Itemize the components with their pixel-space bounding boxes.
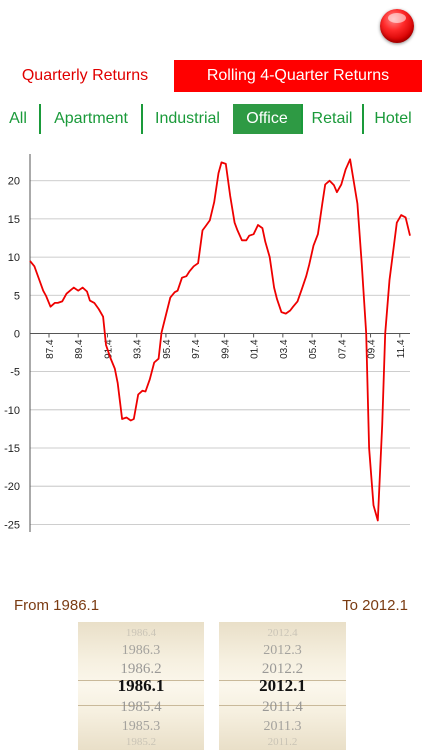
- sector-tabs: All Apartment Industrial Office Retail H…: [0, 104, 422, 134]
- tab-quarterly-returns[interactable]: Quarterly Returns: [0, 60, 170, 92]
- tab-all[interactable]: All: [9, 110, 27, 127]
- picker-row[interactable]: 2012.2: [261, 660, 304, 677]
- y-tick-label: 15: [8, 214, 20, 226]
- from-label: From 1986.1: [14, 597, 100, 614]
- picker-row[interactable]: 2011.2: [267, 735, 298, 748]
- x-tick-label: 11.4: [396, 339, 407, 358]
- y-tick-label: 0: [14, 328, 20, 340]
- x-tick-label: 93.4: [133, 339, 144, 359]
- picker-row[interactable]: 1986.2: [120, 660, 162, 677]
- x-tick-label: 07.4: [337, 339, 348, 359]
- y-tick-label: 20: [8, 176, 20, 188]
- returns-line-chart: 20 15 10 5 0 -5 -10 -15 -20 -25 87.4 89.4 91.4 93.4 95…: [4, 154, 411, 532]
- record-button[interactable]: [380, 9, 414, 43]
- picker-row[interactable]: 1986.4: [125, 626, 157, 639]
- tab-separator: [39, 104, 41, 134]
- picker-row[interactable]: 1986.3: [121, 643, 161, 658]
- x-tick-label: 05.4: [308, 339, 319, 359]
- y-tick-label: -20: [4, 481, 20, 493]
- picker-row[interactable]: 2011.4: [262, 698, 303, 715]
- picker-selection-bar: [78, 680, 204, 706]
- x-tick-label: 97.4: [191, 339, 202, 359]
- x-tick-label: 87.4: [45, 339, 56, 359]
- picker-row[interactable]: 2011.3: [263, 719, 302, 734]
- x-tick-label: 99.4: [220, 339, 231, 359]
- from-date-picker[interactable]: 1986.4 1986.3 1986.2 1986.1 1985.4 1985.3 1985…: [78, 622, 204, 750]
- series-line: [29, 158, 411, 522]
- x-tick-label: 91.4: [103, 339, 114, 359]
- picker-row[interactable]: 1985.3: [121, 719, 161, 734]
- x-tick-label: 95.4: [162, 339, 173, 359]
- y-tick-label: -10: [4, 405, 20, 417]
- y-tick-label: 5: [14, 290, 20, 302]
- to-date-picker[interactable]: 2012.4 2012.3 2012.2 2012.1 2011.4 2011.3 2011…: [219, 622, 346, 750]
- y-tick-label: -5: [10, 367, 20, 379]
- tab-separator: [141, 104, 143, 134]
- x-tick-label: 09.4: [367, 339, 378, 359]
- picker-row[interactable]: 2012.4: [267, 626, 298, 639]
- y-tick-label: -25: [4, 519, 20, 531]
- tab-hotel[interactable]: Hotel: [374, 110, 412, 127]
- tab-rolling-4-quarter-returns[interactable]: Rolling 4-Quarter Returns: [174, 60, 422, 92]
- x-tick-label: 01.4: [250, 339, 261, 359]
- tab-industrial[interactable]: Industrial: [155, 110, 220, 127]
- picker-row[interactable]: 1985.2: [125, 735, 157, 748]
- picker-row[interactable]: 1985.4: [120, 698, 162, 715]
- y-tick-label: -15: [4, 443, 20, 455]
- picker-selection-bar: [219, 680, 346, 706]
- x-tick-label: 89.4: [74, 339, 85, 359]
- picker-row[interactable]: 2012.3: [263, 643, 302, 658]
- tab-retail[interactable]: Retail: [311, 110, 353, 127]
- tab-office[interactable]: Office: [233, 104, 301, 134]
- tab-separator: [301, 104, 303, 134]
- picker-row-selected[interactable]: 1986.1: [117, 675, 165, 695]
- y-tick-label: 10: [8, 252, 20, 264]
- to-label: To 2012.1: [342, 597, 408, 614]
- tab-separator: [362, 104, 364, 134]
- x-tick-label: 03.4: [279, 339, 290, 359]
- picker-row-selected[interactable]: 2012.1: [259, 675, 306, 695]
- tab-apartment[interactable]: Apartment: [54, 110, 128, 127]
